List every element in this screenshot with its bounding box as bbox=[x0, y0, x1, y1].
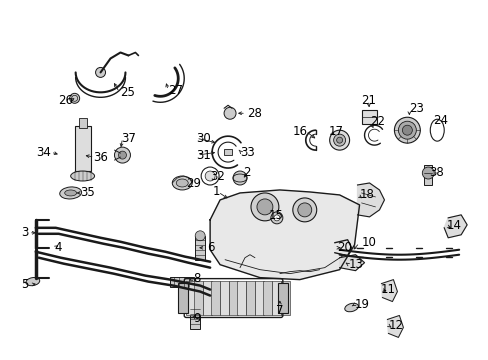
Text: 19: 19 bbox=[354, 298, 369, 311]
Ellipse shape bbox=[71, 171, 94, 181]
Ellipse shape bbox=[344, 303, 358, 312]
Polygon shape bbox=[357, 183, 384, 217]
Text: 18: 18 bbox=[359, 188, 374, 202]
Bar bbox=[280, 280, 289, 315]
Text: 8: 8 bbox=[193, 272, 200, 285]
Circle shape bbox=[118, 151, 126, 159]
Circle shape bbox=[195, 231, 205, 241]
Text: 3: 3 bbox=[21, 226, 29, 239]
Text: 15: 15 bbox=[268, 210, 283, 222]
Text: 1: 1 bbox=[212, 185, 220, 198]
Bar bbox=[190, 306, 200, 329]
Polygon shape bbox=[443, 215, 466, 238]
Circle shape bbox=[292, 198, 316, 222]
Bar bbox=[263, 280, 271, 315]
Bar bbox=[277, 283, 287, 314]
Text: 34: 34 bbox=[36, 145, 51, 159]
Ellipse shape bbox=[64, 190, 77, 196]
Text: 10: 10 bbox=[361, 236, 376, 249]
Text: 37: 37 bbox=[121, 132, 136, 145]
Text: 24: 24 bbox=[432, 114, 447, 127]
Circle shape bbox=[69, 93, 80, 103]
Text: 14: 14 bbox=[446, 219, 460, 232]
Bar bbox=[75, 126, 90, 171]
Text: 11: 11 bbox=[380, 283, 395, 296]
Bar bbox=[224, 149, 232, 155]
Circle shape bbox=[336, 137, 342, 143]
Text: 17: 17 bbox=[328, 125, 343, 138]
Text: 4: 4 bbox=[55, 241, 62, 254]
Bar bbox=[271, 280, 280, 315]
Circle shape bbox=[205, 171, 215, 181]
Circle shape bbox=[273, 215, 279, 221]
Text: 26: 26 bbox=[58, 94, 73, 107]
Circle shape bbox=[114, 147, 130, 163]
Circle shape bbox=[394, 117, 420, 143]
Circle shape bbox=[250, 193, 278, 221]
Bar bbox=[195, 236, 205, 260]
Circle shape bbox=[233, 171, 246, 185]
Bar bbox=[170, 276, 194, 287]
Polygon shape bbox=[381, 280, 397, 302]
Bar bbox=[361, 110, 377, 124]
Bar bbox=[178, 283, 188, 314]
Text: 5: 5 bbox=[21, 278, 29, 291]
Text: 25: 25 bbox=[120, 86, 135, 99]
Bar bbox=[245, 280, 254, 315]
Text: 2: 2 bbox=[243, 166, 250, 179]
Circle shape bbox=[333, 134, 345, 146]
Text: 20: 20 bbox=[336, 241, 351, 254]
Bar bbox=[220, 280, 228, 315]
Text: 38: 38 bbox=[428, 166, 443, 179]
Text: 28: 28 bbox=[246, 107, 262, 120]
Text: 35: 35 bbox=[81, 186, 95, 199]
Text: 31: 31 bbox=[196, 149, 211, 162]
Bar bbox=[211, 280, 220, 315]
Bar bbox=[228, 280, 238, 315]
Bar bbox=[237, 280, 245, 315]
Circle shape bbox=[224, 107, 236, 119]
Text: 22: 22 bbox=[370, 115, 385, 128]
Circle shape bbox=[402, 125, 411, 135]
Text: 32: 32 bbox=[210, 170, 224, 183]
Ellipse shape bbox=[172, 176, 192, 190]
Ellipse shape bbox=[429, 119, 443, 141]
Bar bbox=[254, 280, 264, 315]
Circle shape bbox=[270, 212, 282, 224]
Polygon shape bbox=[210, 190, 359, 280]
Circle shape bbox=[329, 130, 349, 150]
Bar bbox=[203, 280, 212, 315]
Text: 36: 36 bbox=[93, 150, 108, 163]
Text: 6: 6 bbox=[207, 241, 214, 254]
Circle shape bbox=[422, 167, 433, 179]
Circle shape bbox=[190, 301, 200, 310]
Polygon shape bbox=[386, 315, 403, 337]
Text: 27: 27 bbox=[168, 84, 183, 97]
Text: 29: 29 bbox=[186, 177, 201, 190]
Text: 16: 16 bbox=[292, 125, 307, 138]
Bar bbox=[186, 280, 195, 315]
Text: 21: 21 bbox=[360, 94, 375, 107]
Text: 30: 30 bbox=[196, 132, 210, 145]
Text: 23: 23 bbox=[408, 102, 424, 115]
Polygon shape bbox=[339, 255, 364, 271]
Bar bbox=[194, 280, 203, 315]
Circle shape bbox=[297, 203, 311, 217]
Circle shape bbox=[398, 121, 415, 139]
Text: 9: 9 bbox=[193, 312, 200, 325]
Circle shape bbox=[256, 199, 272, 215]
Text: 13: 13 bbox=[348, 258, 363, 271]
Circle shape bbox=[95, 67, 105, 77]
Text: 33: 33 bbox=[240, 145, 254, 159]
Text: 12: 12 bbox=[387, 319, 403, 332]
Text: 7: 7 bbox=[276, 303, 283, 316]
Bar bbox=[424, 165, 431, 185]
Bar bbox=[79, 118, 86, 128]
Ellipse shape bbox=[60, 187, 81, 199]
Ellipse shape bbox=[176, 179, 188, 187]
Ellipse shape bbox=[26, 278, 40, 286]
